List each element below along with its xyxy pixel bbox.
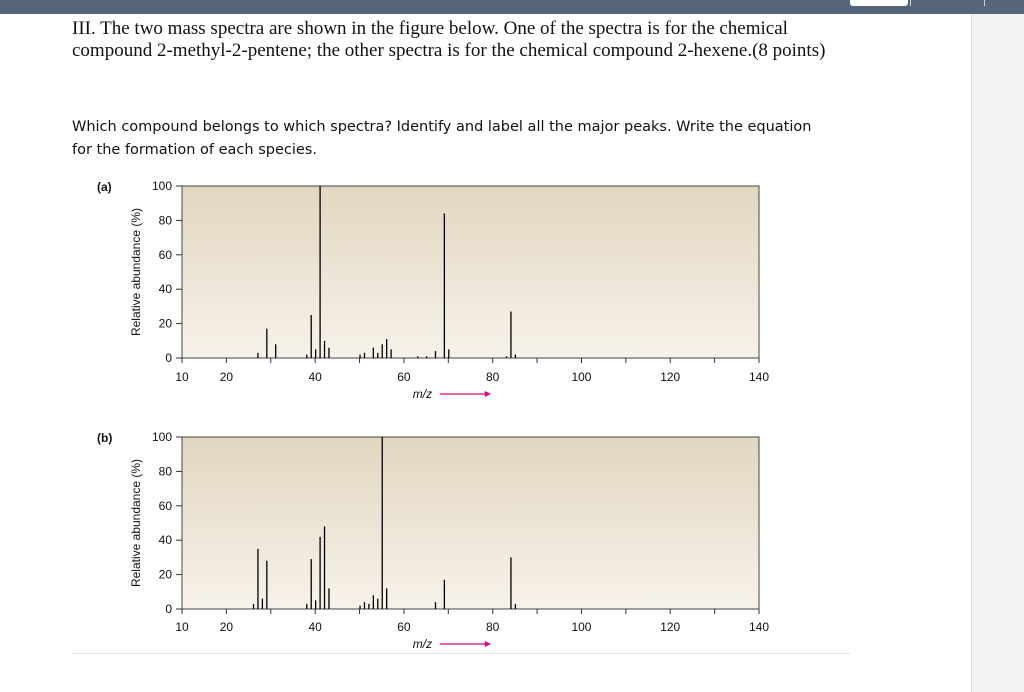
x-axis-label: m/z xyxy=(413,637,432,651)
spectrum-panel-a xyxy=(176,185,760,397)
question-line-1: III. The two mass spectra are shown in t… xyxy=(72,18,788,39)
x-tick-label: 20 xyxy=(220,620,234,634)
x-tick-label: 80 xyxy=(486,620,500,634)
y-tick-label: 60 xyxy=(159,499,173,513)
figure-divider xyxy=(72,653,850,654)
top-bar-tab xyxy=(850,0,908,6)
x-tick-label: 140 xyxy=(749,620,769,634)
plot-area xyxy=(181,185,760,359)
y-tick-label: 0 xyxy=(165,351,172,365)
panel-label: (a) xyxy=(97,180,112,194)
x-tick-label: 40 xyxy=(308,620,322,634)
x-tick-label: 120 xyxy=(660,370,680,384)
y-tick-label: 20 xyxy=(159,568,173,582)
top-bar-separator xyxy=(910,0,911,6)
x-tick-label: 40 xyxy=(308,370,322,384)
x-tick-label: 100 xyxy=(571,370,591,384)
x-axis-label: m/z xyxy=(413,387,432,401)
y-tick-label: 20 xyxy=(159,317,173,331)
y-tick-label: 0 xyxy=(165,602,172,616)
subquestion-line-2: for the formation of each species. xyxy=(72,142,317,158)
y-tick-label: 80 xyxy=(159,464,173,478)
y-tick-label: 40 xyxy=(159,282,173,296)
y-tick-label: 60 xyxy=(159,248,173,262)
x-tick-label: 20 xyxy=(220,370,234,384)
plot-area xyxy=(181,436,760,610)
x-tick-label: 10 xyxy=(175,370,189,384)
x-tick-label: 120 xyxy=(660,620,680,634)
x-tick-label: 60 xyxy=(397,370,411,384)
y-axis-label: Relative abundance (%) xyxy=(129,459,143,587)
right-scroll-gutter[interactable] xyxy=(971,14,1024,692)
x-tick-label: 140 xyxy=(749,370,769,384)
y-tick-label: 100 xyxy=(152,179,172,193)
x-tick-label: 80 xyxy=(486,370,500,384)
question-line-2: compound 2-methyl-2-pentene; the other s… xyxy=(72,40,826,61)
top-bar-separator xyxy=(984,0,985,6)
x-axis-arrowhead xyxy=(484,391,491,397)
spectrum-panel-b xyxy=(176,436,760,647)
document-body: III. The two mass spectra are shown in t… xyxy=(0,14,970,692)
top-bar xyxy=(0,0,1024,14)
panel-label: (b) xyxy=(97,431,112,445)
subquestion-text: Which compound belongs to which spectra?… xyxy=(72,116,912,162)
y-tick-label: 100 xyxy=(152,430,172,444)
subquestion-line-1: Which compound belongs to which spectra?… xyxy=(72,119,812,135)
x-tick-label: 60 xyxy=(397,620,411,634)
y-axis-label: Relative abundance (%) xyxy=(129,208,143,336)
question-text: III. The two mass spectra are shown in t… xyxy=(72,18,912,62)
y-tick-label: 80 xyxy=(159,213,173,227)
y-tick-label: 40 xyxy=(159,533,173,547)
x-axis-arrowhead xyxy=(484,641,491,647)
x-tick-label: 100 xyxy=(571,620,591,634)
x-tick-label: 10 xyxy=(175,620,189,634)
